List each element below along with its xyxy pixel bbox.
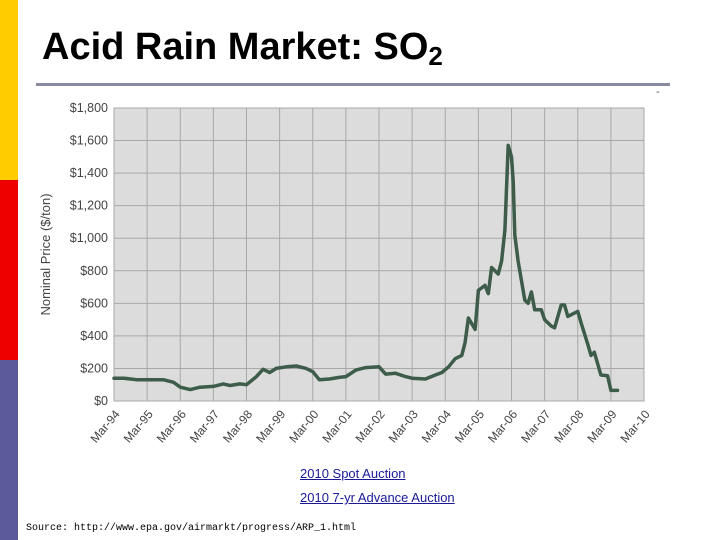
y-tick-label: $400 [80,329,108,343]
accent-bar-yellow [0,0,18,180]
x-tick-label: Mar-03 [386,407,421,445]
x-tick-label: Mar-97 [187,407,222,445]
x-tick-label: Mar-07 [518,407,553,445]
slide-title-text: Acid Rain Market: SO [42,26,429,68]
accent-bar-purple [0,360,18,540]
accent-bar-red [0,180,18,360]
title-underline [36,83,670,86]
y-tick-label: $1,400 [70,166,108,180]
x-tick-label: Mar-00 [286,407,321,445]
link-2010-advance-auction[interactable]: 2010 7-yr Advance Auction [300,490,455,505]
slide-title-subscript: 2 [428,41,443,71]
chart-grid [113,107,645,402]
x-tick-label: Mar-08 [551,407,586,445]
source-citation: Source: http://www.epa.gov/airmarkt/prog… [26,523,357,534]
y-tick-label: $600 [80,296,108,310]
y-tick-label: $1,200 [70,199,108,213]
y-axis-ticks: $0 $200 $400 $600 $800 $1,000 $1,200 $1,400 $1,6… [70,101,108,408]
y-tick-label: $1,000 [70,231,108,245]
series-line-so2-price [112,143,620,393]
x-tick-label: Mar-98 [220,407,255,445]
title-tick-mark: - [656,86,660,98]
price-chart: $0 $200 $400 $600 $800 $1,000 $1,200 $1,400 $1,6… [38,101,653,445]
link-2010-spot-auction[interactable]: 2010 Spot Auction [300,466,406,481]
y-tick-label: $1,600 [70,134,108,148]
x-tick-label: Mar-10 [618,407,653,445]
x-tick-label: Mar-94 [88,407,123,445]
x-axis-ticks: Mar-94Mar-95Mar-96Mar-97Mar-98Mar-99Mar-… [88,407,653,445]
slide-title: Acid Rain Market: SO2 [42,28,443,69]
y-axis-label: Nominal Price ($/ton) [38,193,53,315]
x-tick-label: Mar-05 [452,407,487,445]
x-tick-label: Mar-02 [353,407,388,445]
x-tick-label: Mar-96 [154,407,189,445]
y-tick-label: $1,800 [70,101,108,115]
x-tick-label: Mar-95 [121,407,156,445]
x-tick-label: Mar-99 [253,407,288,445]
y-tick-label: $800 [80,264,108,278]
x-tick-label: Mar-09 [584,407,619,445]
x-tick-label: Mar-01 [319,407,354,445]
y-tick-label: $0 [94,394,108,408]
x-tick-label: Mar-06 [485,407,520,445]
y-tick-label: $200 [80,361,108,375]
x-tick-label: Mar-04 [419,407,454,445]
